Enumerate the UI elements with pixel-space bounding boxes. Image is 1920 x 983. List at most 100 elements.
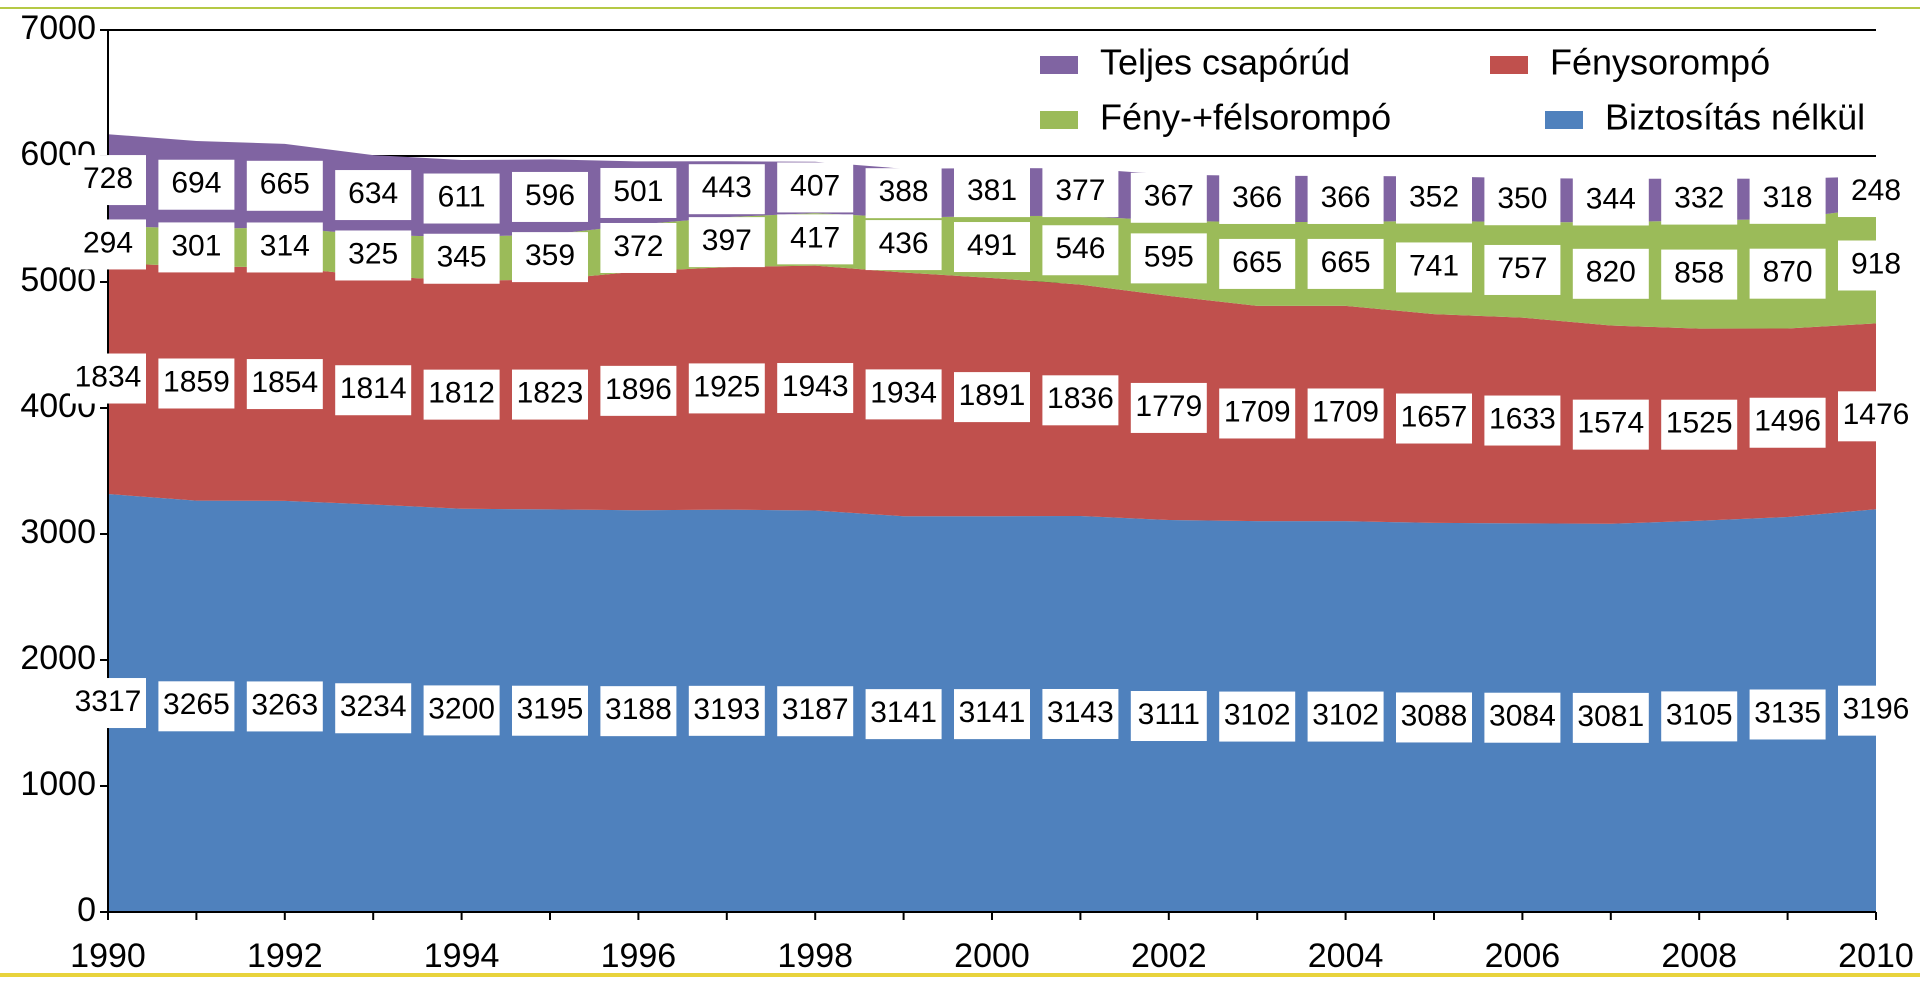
- legend-label: Fény-+félsorompó: [1100, 97, 1391, 138]
- data-label: 407: [790, 169, 840, 202]
- label-box: [70, 353, 146, 404]
- data-label: 3196: [1843, 693, 1910, 726]
- data-label: 870: [1763, 256, 1813, 289]
- data-label: 3187: [782, 693, 849, 726]
- data-label: 728: [83, 162, 133, 195]
- label-box: [158, 358, 235, 409]
- label-box: [246, 359, 323, 410]
- label-box: [1484, 175, 1561, 226]
- data-label: 3317: [75, 685, 142, 718]
- data-label: 359: [525, 239, 575, 272]
- data-label: 350: [1497, 182, 1547, 215]
- x-tick-label: 1990: [70, 937, 146, 975]
- label-box: [865, 220, 942, 271]
- label-box: [1838, 240, 1914, 291]
- data-label: 3193: [693, 693, 760, 726]
- data-label: 757: [1497, 252, 1547, 285]
- label-box: [954, 167, 1030, 218]
- label-box: [1572, 692, 1649, 743]
- data-label: 1525: [1666, 407, 1733, 440]
- label-box: [1130, 172, 1207, 223]
- data-label: 1574: [1577, 407, 1644, 440]
- label-box: [1749, 173, 1826, 224]
- label-box: [1484, 395, 1561, 446]
- label-box: [1396, 692, 1472, 743]
- label-box: [1484, 692, 1561, 743]
- label-box: [688, 363, 765, 414]
- data-label: 1891: [959, 379, 1026, 412]
- data-label: 741: [1409, 249, 1459, 282]
- x-tick-label: 1994: [424, 937, 500, 975]
- label-box: [1042, 167, 1119, 218]
- data-label: 1834: [75, 360, 142, 393]
- data-label: 1836: [1047, 382, 1114, 415]
- data-label: 3141: [870, 696, 937, 729]
- data-label: 301: [171, 229, 221, 262]
- label-box: [1572, 175, 1649, 226]
- data-label: 1812: [428, 377, 495, 410]
- data-label: 3081: [1577, 700, 1644, 733]
- label-box: [158, 159, 235, 210]
- label-box: [512, 685, 588, 736]
- data-label: 294: [83, 226, 133, 259]
- x-tick-label: 1998: [777, 937, 853, 975]
- label-box: [1838, 685, 1914, 736]
- data-label: 3102: [1224, 698, 1291, 731]
- y-tick-label: 7000: [20, 9, 96, 47]
- label-box: [246, 222, 323, 273]
- label-box: [1042, 375, 1119, 426]
- data-label: 352: [1409, 181, 1459, 214]
- legend-label: Biztosítás nélkül: [1605, 97, 1865, 138]
- label-box: [688, 685, 765, 736]
- label-box: [1219, 691, 1296, 742]
- label-box: [777, 214, 854, 265]
- x-tick-label: 2006: [1485, 937, 1561, 975]
- label-box: [1042, 688, 1119, 739]
- data-label: 1823: [517, 377, 584, 410]
- legend-label: Fénysorompó: [1550, 42, 1770, 83]
- data-label: 820: [1586, 256, 1636, 289]
- data-label: 3088: [1401, 699, 1468, 732]
- data-label: 367: [1144, 180, 1194, 213]
- label-box: [1396, 242, 1472, 293]
- data-label: 1657: [1401, 400, 1468, 433]
- label-box: [600, 167, 677, 218]
- data-label: 491: [967, 229, 1017, 262]
- x-tick-label: 2000: [954, 937, 1030, 975]
- data-label: 397: [702, 224, 752, 257]
- data-label: 248: [1851, 174, 1901, 207]
- label-box: [423, 233, 500, 284]
- label-box: [777, 162, 854, 213]
- label-box: [1307, 173, 1384, 224]
- label-box: [688, 217, 765, 268]
- label-box: [865, 168, 942, 219]
- data-label: 3265: [163, 688, 230, 721]
- label-box: [1307, 388, 1384, 439]
- data-label: 3143: [1047, 696, 1114, 729]
- legend-swatch: [1545, 111, 1583, 129]
- label-box: [423, 685, 500, 736]
- data-label: 1934: [870, 376, 937, 409]
- label-box: [1396, 173, 1472, 224]
- label-box: [1219, 238, 1296, 289]
- data-label: 366: [1321, 181, 1371, 214]
- data-label: 332: [1674, 182, 1724, 215]
- data-label: 694: [171, 167, 221, 200]
- label-box: [1130, 382, 1207, 433]
- data-label: 1943: [782, 370, 849, 403]
- data-label: 665: [260, 168, 310, 201]
- data-label: 318: [1763, 181, 1813, 214]
- label-box: [1307, 691, 1384, 742]
- legend-swatch: [1040, 56, 1078, 74]
- label-box: [777, 363, 854, 414]
- label-box: [246, 681, 323, 732]
- data-label: 546: [1055, 232, 1105, 265]
- label-box: [335, 365, 412, 416]
- y-tick-label: 3000: [20, 513, 96, 551]
- label-box: [1219, 388, 1296, 439]
- label-box: [1219, 173, 1296, 224]
- label-box: [1661, 249, 1738, 300]
- data-label: 3234: [340, 690, 407, 723]
